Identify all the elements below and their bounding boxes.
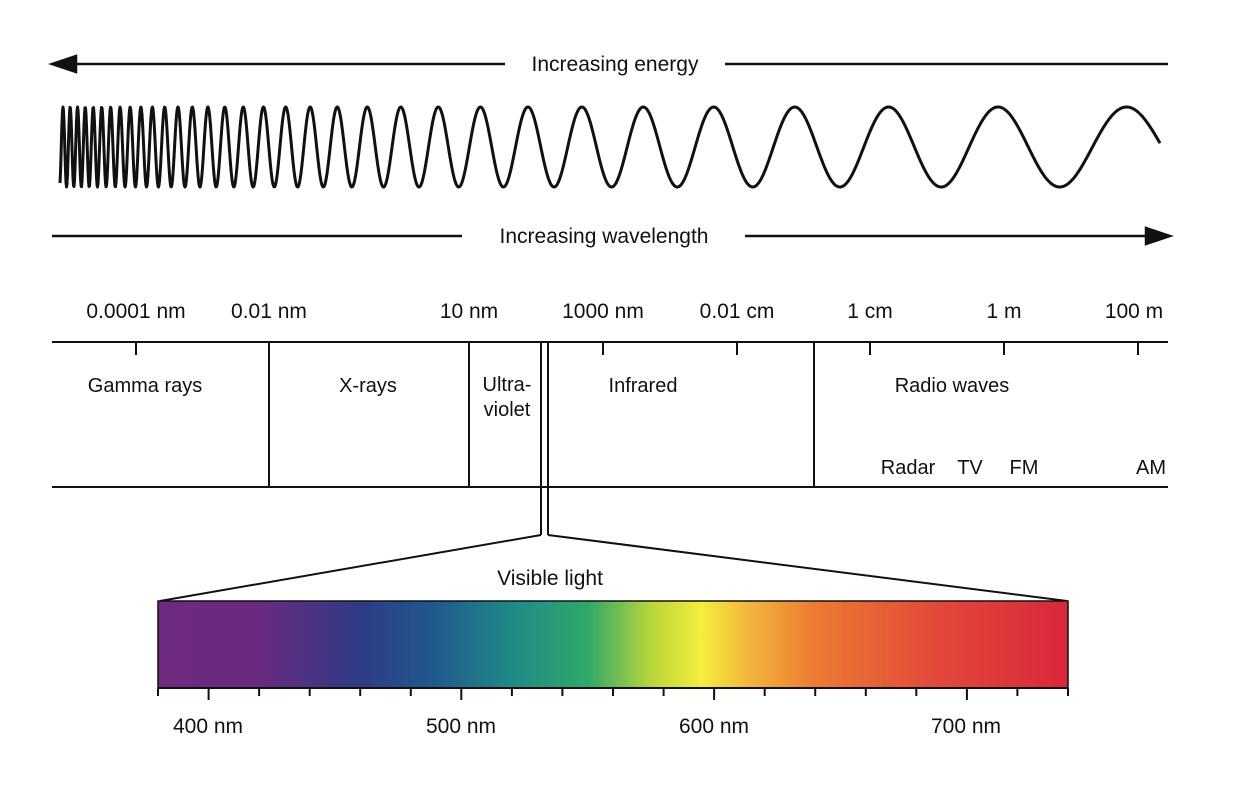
scale-label-100m: 100 m	[1105, 300, 1163, 323]
scale-label-0.01nm: 0.01 nm	[231, 300, 307, 323]
energy-label: Increasing energy	[532, 53, 699, 76]
wavelength-label: Increasing wavelength	[500, 225, 709, 248]
wavelength-arrow-head	[1144, 226, 1174, 246]
visible-label-400nm: 400 nm	[173, 715, 243, 738]
visible-zoom-lines	[159, 534, 1068, 602]
band-label-am: AM	[1136, 457, 1166, 479]
visible-light-label: Visible light	[497, 567, 603, 590]
visible-axis-ticks	[157, 688, 1069, 700]
scale-label-1m: 1 m	[986, 300, 1021, 323]
scale-label-0.0001nm: 0.0001 nm	[86, 300, 185, 323]
scale-labels: 0.0001 nm 0.01 nm 10 nm 1000 nm 0.01 cm …	[86, 300, 1163, 323]
energy-arrow-head	[48, 54, 78, 74]
scale-label-1cm: 1 cm	[847, 300, 893, 323]
visible-spectrum-bar	[157, 600, 1069, 689]
band-label-gamma: Gamma rays	[88, 375, 202, 397]
visible-axis-labels: 400 nm 500 nm 600 nm 700 nm	[173, 715, 1001, 738]
scale-label-1000nm: 1000 nm	[562, 300, 644, 323]
band-label-infrared: Infrared	[609, 375, 678, 397]
band-label-uv-line2: violet	[484, 399, 531, 421]
zoom-line-right	[547, 534, 1068, 602]
zoom-line-left	[159, 534, 542, 602]
band-label-radio: Radio waves	[895, 375, 1010, 397]
band-label-radar: Radar	[881, 457, 936, 479]
visible-label-500nm: 500 nm	[426, 715, 496, 738]
visible-label-700nm: 700 nm	[931, 715, 1001, 738]
wave-curve	[58, 105, 1162, 189]
wavelength-arrow	[52, 226, 1174, 246]
band-label-fm: FM	[1010, 457, 1039, 479]
scale-label-0.01cm: 0.01 cm	[700, 300, 775, 323]
band-table	[52, 341, 1168, 535]
visible-label-600nm: 600 nm	[679, 715, 749, 738]
band-labels: Gamma rays X-rays Ultra- violet Infrared…	[88, 374, 1166, 479]
scale-label-10nm: 10 nm	[440, 300, 498, 323]
band-label-tv: TV	[957, 457, 983, 479]
band-label-uv-line1: Ultra-	[483, 374, 532, 396]
band-label-xray: X-rays	[339, 375, 397, 397]
energy-arrow	[48, 54, 1168, 74]
